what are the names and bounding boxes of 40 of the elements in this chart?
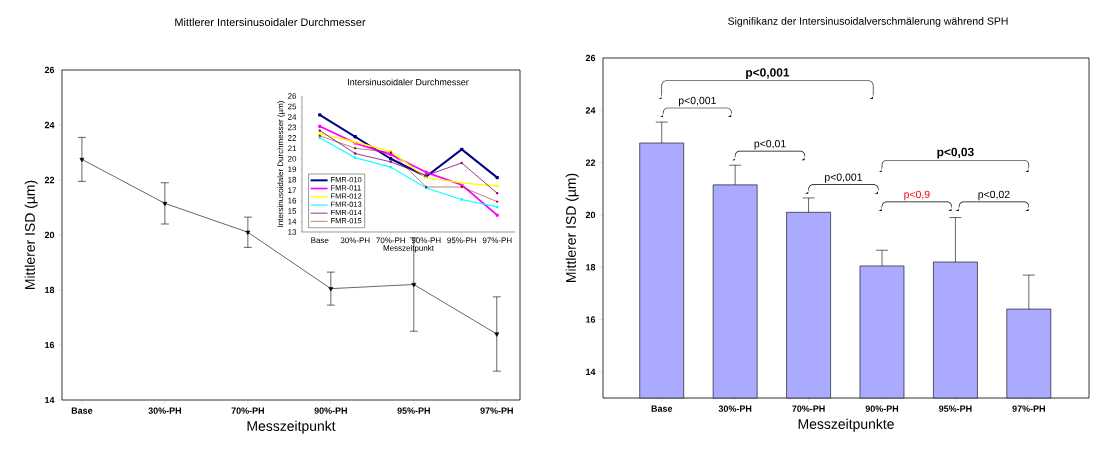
x-tick-label: 95%-PH [397, 407, 430, 414]
y-tick-label: 24 [44, 121, 55, 129]
chart-title: Intersinusoidaler Durchmesser [348, 78, 469, 86]
x-tick-label: 70%-PH [231, 407, 264, 414]
annotation: p<0,03 [937, 147, 974, 159]
y-tick-label: 22 [44, 176, 55, 184]
y-tick-label: 20 [44, 231, 55, 239]
y-tick-label: 14 [586, 368, 596, 375]
x-tick-label: 90%-PH [314, 407, 347, 414]
y-tick-label: 26 [44, 66, 55, 74]
x-tick-label: 30%-PH [718, 405, 752, 412]
chart-title: Mittlerer Intersinusoidaler Durchmesser [175, 17, 366, 27]
y-tick-label: 24 [585, 107, 596, 114]
y-tick-label: 22 [585, 159, 596, 166]
x-tick-label: 95%-PH [939, 405, 972, 412]
x-tick-label: 97%-PH [1012, 405, 1045, 412]
annotation: p<0,01 [754, 139, 786, 150]
annotation: p<0,9 [904, 190, 930, 201]
annotation: p<0,02 [978, 190, 1010, 201]
x-tick-label: Base [71, 407, 93, 414]
x-axis-title: Messzeitpunkte [798, 418, 894, 432]
y-tick-label: 16 [586, 316, 596, 323]
y-axis-title: Mittlerer ISD (µm) [24, 180, 38, 290]
y-tick-label: 18 [45, 286, 55, 294]
y-tick-label: 18 [586, 264, 596, 271]
y-tick-label: 20 [585, 211, 596, 219]
annotation: p<0,001 [746, 68, 790, 80]
x-axis-title: Messzeitpunkt [247, 420, 336, 434]
x-tick-label: 70%-PH [792, 405, 825, 412]
y-axis-title: Mittlerer ISD (µm) [565, 173, 579, 283]
y-tick-label: 14 [45, 396, 55, 404]
y-tick-label: 26 [585, 54, 596, 62]
x-tick-label: 90%-PH [865, 405, 899, 412]
y-tick-label: 16 [45, 341, 55, 349]
chart-title: Signifikanz der Intersinusoidalverschmälerung während SPH [728, 17, 1008, 27]
annotation: p<0,001 [825, 173, 862, 183]
x-tick-label: Base [651, 405, 673, 412]
x-tick-label: 97%-PH [480, 407, 513, 414]
x-tick-label: 30%-PH [148, 407, 181, 414]
annotation: p<0,001 [678, 96, 716, 107]
